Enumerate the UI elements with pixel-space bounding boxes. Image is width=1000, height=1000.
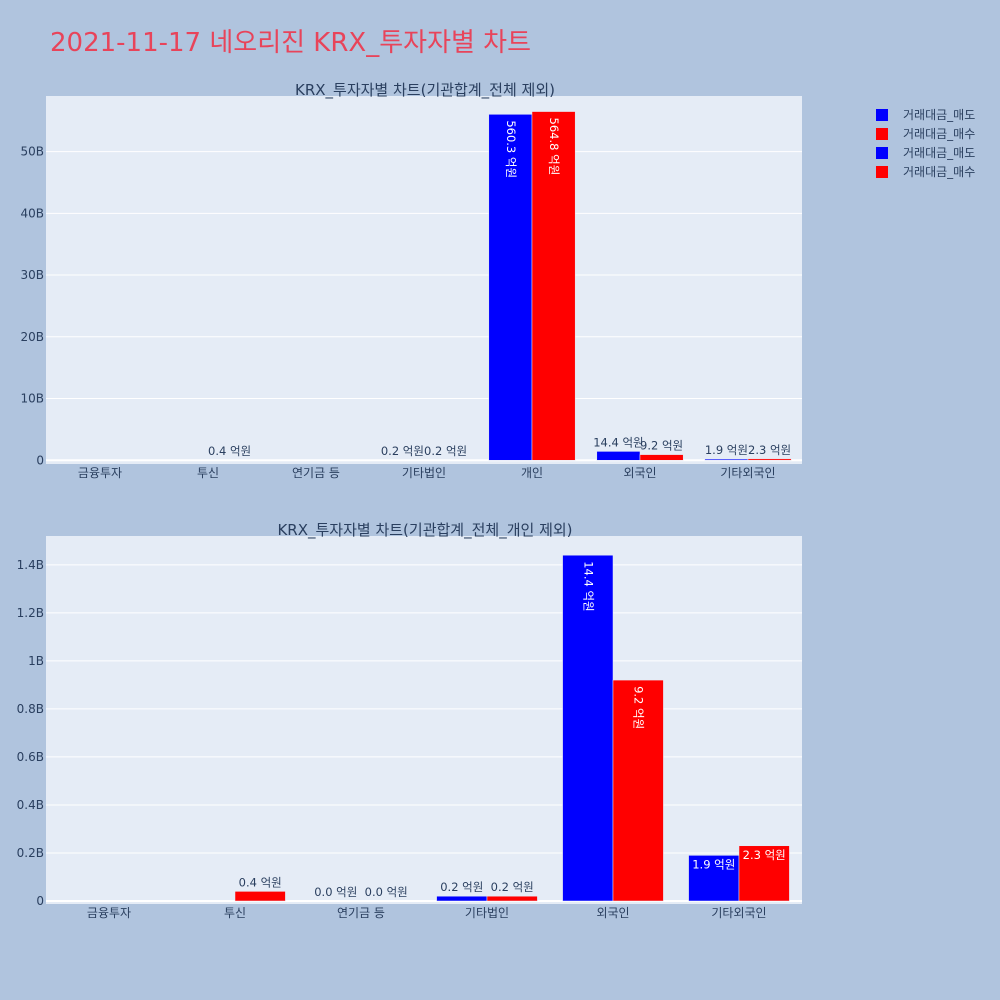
data-label: 0.2 억원 (440, 880, 483, 894)
x-tick-label: 기타법인 (402, 466, 446, 480)
bar (612, 679, 664, 902)
bar (486, 895, 538, 902)
y-tick-label: 20B (20, 330, 44, 344)
bar (562, 554, 614, 902)
data-label: 9.2 억원 (640, 439, 683, 453)
x-tick-label: 금융투자 (78, 466, 122, 480)
plot-area (46, 536, 802, 904)
y-tick-label: 30B (20, 268, 44, 282)
y-tick-label: 0 (36, 894, 44, 908)
y-tick-label: 50B (20, 145, 44, 159)
plot-area (46, 96, 802, 464)
chart-title: KRX_투자자별 차트(기관합계_전체 제외) (295, 81, 555, 100)
bar (436, 895, 488, 902)
legend-label: 거래대금_매도 (903, 146, 975, 160)
data-label: 0.4 억원 (208, 444, 251, 458)
data-label: 9.2 억원 (632, 686, 646, 729)
y-tick-label: 0.4B (17, 798, 44, 812)
chart-title: KRX_투자자별 차트(기관합계_전체_개인 제외) (277, 521, 572, 540)
legend-label: 거래대금_매도 (903, 108, 975, 122)
bar (747, 458, 792, 461)
data-label: 0.2 억원 (381, 444, 424, 458)
x-tick-label: 외국인 (596, 906, 629, 920)
legend-swatch (876, 166, 888, 178)
chart-panel-top: 0 10B 20B 30B 40B 50B 금융투자 투신 연기금 등 기타법인 개인 외국인 기타외국… (20, 81, 802, 480)
y-tick-label: 0.6B (17, 750, 44, 764)
legend-swatch (876, 128, 888, 140)
y-tick-label: 1.2B (17, 606, 44, 620)
x-tick-label: 연기금 등 (337, 906, 385, 920)
bar (639, 454, 684, 461)
x-tick-label: 기타외국인 (711, 906, 766, 920)
x-tick-label: 외국인 (623, 466, 656, 480)
x-tick-label: 투신 (224, 906, 246, 920)
legend-label: 거래대금_매수 (903, 165, 975, 179)
bar (704, 458, 749, 461)
data-label: 2.3 억원 (748, 443, 791, 457)
y-tick-label: 1.4B (17, 558, 44, 572)
page-title: 2021-11-17 네오리진 KRX_투자자별 차트 (50, 28, 532, 58)
bar (531, 111, 576, 461)
data-label: 0.4 억원 (239, 875, 282, 889)
x-tick-label: 연기금 등 (292, 466, 340, 480)
y-tick-label: 1B (28, 654, 44, 668)
y-tick-label: 0.8B (17, 702, 44, 716)
data-label: 14.4 억원 (593, 435, 643, 449)
x-tick-label: 금융투자 (87, 906, 131, 920)
y-tick-label: 0.2B (17, 846, 44, 860)
bar (596, 451, 641, 461)
y-tick-label: 40B (20, 206, 44, 220)
y-tick-label: 0 (36, 453, 44, 467)
data-label: 564.8 억원 (547, 118, 561, 176)
legend-swatch (876, 109, 888, 121)
data-label: 2.3 억원 (743, 848, 786, 862)
x-tick-label: 기타법인 (465, 906, 509, 920)
x-tick-label: 투신 (197, 466, 219, 480)
x-tick-label: 기타외국인 (720, 466, 775, 480)
data-label: 0.2 억원 (491, 880, 534, 894)
chart-panel-bottom: 0 0.2B 0.4B 0.6B 0.8B 1B 1.2B 1.4B 금융투자 투신 연기금 등 기타… (17, 521, 802, 920)
bar (488, 114, 533, 461)
legend-label: 거래대금_매수 (903, 127, 975, 141)
data-label: 1.9 억원 (705, 443, 748, 457)
data-label: 1.9 억원 (692, 857, 735, 871)
data-label: 560.3 억원 (504, 120, 518, 178)
y-tick-label: 10B (20, 392, 44, 406)
bar (738, 845, 790, 902)
data-label: 0.2 억원 (424, 444, 467, 458)
data-label: 0.0 억원 (365, 885, 408, 899)
data-label: 0.0 억원 (314, 885, 357, 899)
bar (234, 891, 286, 902)
x-tick-label: 개인 (521, 466, 543, 480)
legend-swatch (876, 147, 888, 159)
data-label: 14.4 억원 (581, 561, 595, 611)
